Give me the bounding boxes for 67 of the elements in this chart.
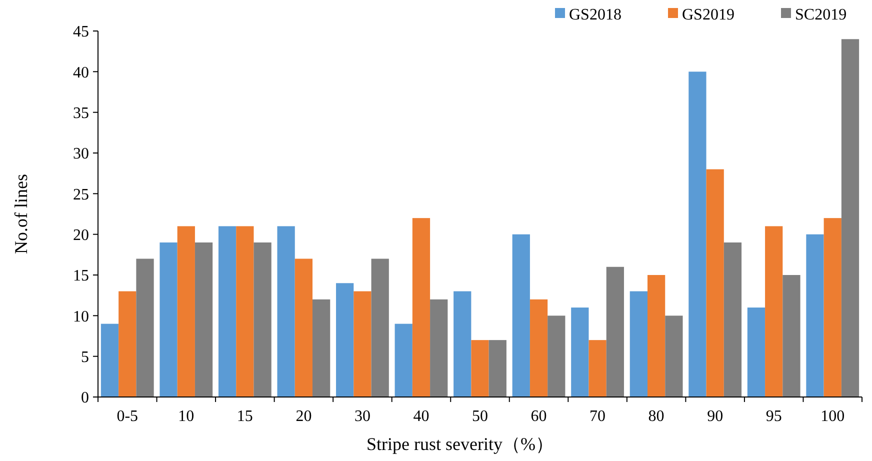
- legend-label: GS2019: [682, 6, 734, 24]
- x-tick-label: 60: [530, 408, 547, 425]
- bar: [312, 299, 330, 397]
- y-tick-label: 20: [73, 226, 89, 244]
- x-tick-label: 50: [472, 408, 488, 425]
- bar: [294, 258, 313, 397]
- bar: [806, 234, 824, 397]
- y-tick-label: 35: [73, 104, 89, 122]
- y-tick-label: 45: [73, 24, 89, 41]
- bar: [688, 72, 706, 397]
- x-tick-label: 15: [236, 408, 253, 425]
- bar: [747, 308, 766, 397]
- bar: [512, 234, 530, 397]
- x-tick-label: 10: [178, 408, 194, 425]
- bar: [488, 340, 506, 397]
- x-tick-label: 0-5: [116, 408, 138, 425]
- bar: [571, 308, 589, 397]
- bar: [724, 242, 742, 397]
- y-tick-label: 0: [81, 390, 89, 407]
- bar: [530, 299, 548, 397]
- bar: [236, 226, 254, 397]
- y-tick-label: 10: [73, 308, 89, 326]
- x-tick-label: 40: [413, 408, 430, 425]
- y-axis-title: No.of lines: [11, 174, 31, 254]
- legend-label: SC2019: [795, 6, 847, 24]
- bar: [412, 218, 430, 397]
- bar: [841, 39, 860, 397]
- bar: [218, 226, 236, 397]
- bar: [430, 299, 448, 397]
- x-tick-label: 70: [590, 408, 606, 425]
- x-tick-label: 100: [820, 408, 845, 425]
- bar: [824, 218, 842, 397]
- bar: [100, 324, 119, 397]
- y-tick-label: 5: [81, 348, 89, 366]
- bar: [371, 258, 389, 397]
- bar: [118, 291, 136, 397]
- bar: [647, 275, 666, 397]
- bar: [471, 340, 489, 397]
- bar: [706, 169, 724, 397]
- bar: [630, 291, 648, 397]
- bar: [606, 266, 624, 397]
- bar: [454, 291, 472, 397]
- bar: [194, 242, 213, 397]
- bar: [277, 226, 295, 397]
- x-axis-title: Stripe rust severity（%）: [366, 434, 554, 454]
- x-tick-label: 95: [766, 408, 782, 425]
- x-tick-label: 90: [707, 408, 724, 425]
- bar: [548, 316, 566, 397]
- bar: [160, 242, 178, 397]
- y-tick-label: 15: [73, 268, 89, 285]
- y-tick-label: 25: [73, 186, 89, 204]
- x-tick-label: 20: [296, 408, 312, 425]
- y-tick-label: 40: [73, 64, 89, 82]
- bar: [782, 275, 800, 397]
- bar: [336, 283, 354, 397]
- bar: [394, 324, 412, 397]
- bar: [136, 258, 154, 397]
- bar: [588, 340, 606, 397]
- x-tick-label: 30: [354, 408, 370, 425]
- bar: [765, 226, 783, 397]
- legend-label: GS2018: [569, 6, 622, 24]
- bar: [177, 226, 195, 397]
- bar: [665, 316, 683, 397]
- y-tick-label: 30: [73, 146, 89, 163]
- bar: [254, 242, 272, 397]
- x-tick-label: 80: [648, 408, 664, 425]
- bar: [354, 291, 372, 397]
